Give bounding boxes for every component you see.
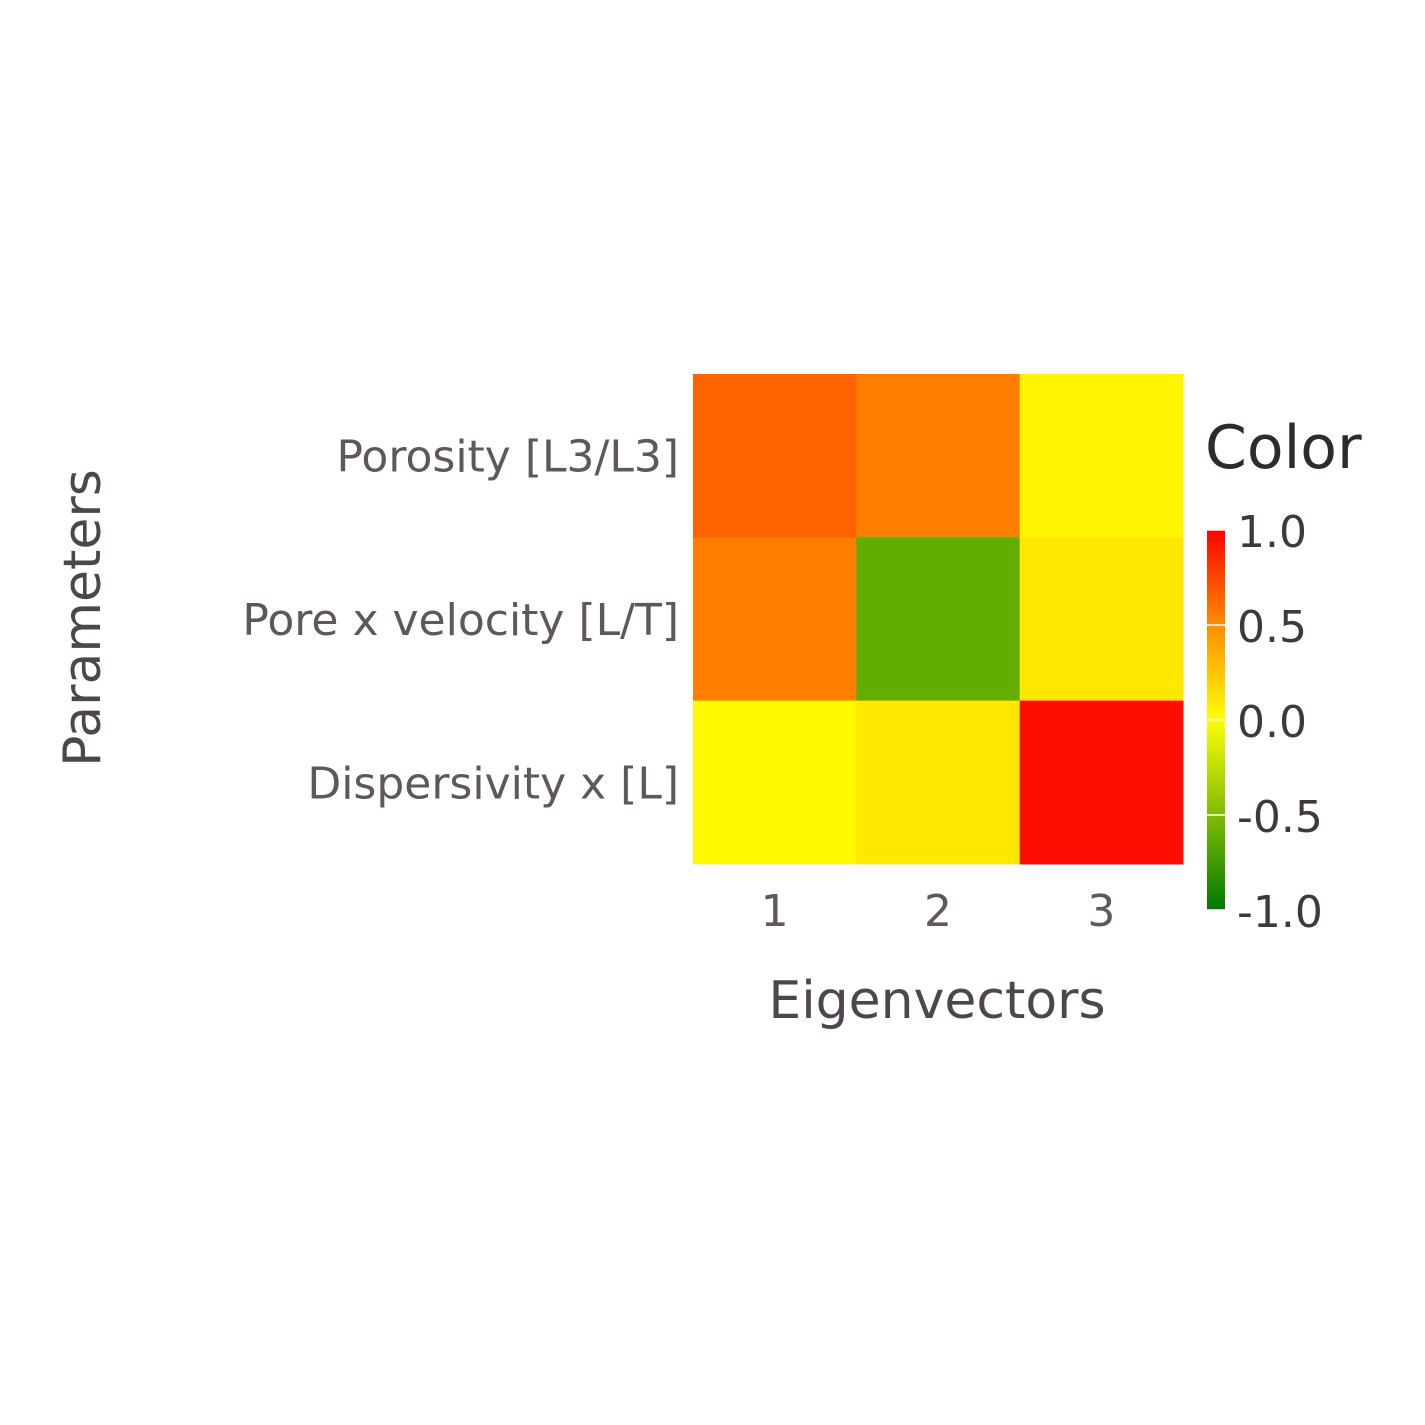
colorbar-tick-label: 1.0: [1237, 507, 1307, 558]
heatmap-cell: [1019, 374, 1184, 538]
heatmap-cells: [693, 374, 1184, 865]
y-tick-label: Porosity [L3/L3]: [336, 432, 679, 483]
colorbar-tick-label: -0.5: [1237, 792, 1323, 843]
y-tick-labels: Porosity [L3/L3] Pore x velocity [L/T] Dis…: [242, 432, 679, 810]
x-tick-label: 1: [761, 886, 789, 937]
y-axis-title: Parameters: [53, 469, 113, 767]
colorbar-title: Color: [1205, 413, 1362, 483]
heatmap-cell: [693, 700, 857, 865]
heatmap-cell: [693, 537, 857, 702]
y-tick-label: Dispersivity x [L]: [307, 758, 679, 809]
x-tick-label: 2: [924, 886, 952, 937]
heatmap-cell: [1019, 700, 1184, 865]
heatmap-cell: [856, 537, 1021, 702]
heatmap-cell: [1019, 537, 1184, 702]
heatmap-cell: [856, 700, 1021, 865]
colorbar-tick-labels: 1.0 0.5 0.0 -0.5 -1.0: [1207, 507, 1323, 938]
colorbar-tick-label: -1.0: [1237, 887, 1323, 938]
heatmap-cell: [856, 374, 1021, 538]
colorbar-tick-label: 0.5: [1237, 602, 1307, 653]
x-axis-title: Eigenvectors: [768, 971, 1105, 1031]
x-tick-label: 3: [1087, 886, 1115, 937]
heatmap-cell: [693, 374, 857, 538]
y-tick-label: Pore x velocity [L/T]: [242, 595, 679, 646]
colorbar-tick-label: 0.0: [1237, 697, 1307, 748]
x-tick-labels: 1 2 3: [761, 886, 1116, 937]
